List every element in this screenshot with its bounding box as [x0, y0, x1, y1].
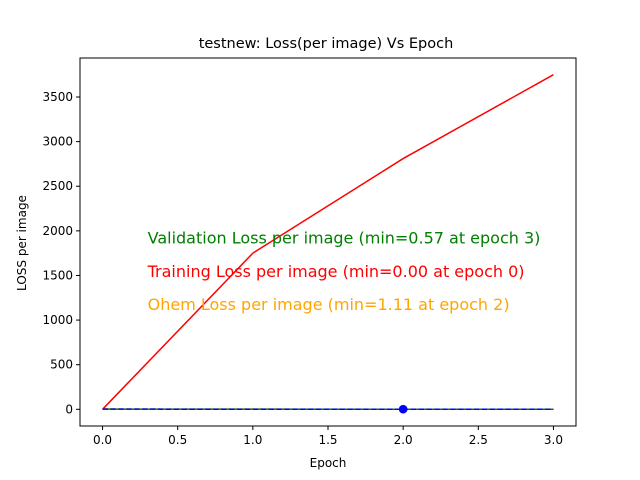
y-axis-title: LOSS per image: [15, 195, 29, 291]
x-tick-label: 2.0: [394, 433, 413, 447]
annotation-1: Training Loss per image (min=0.00 at epo…: [147, 262, 525, 281]
x-tick-label: 2.5: [469, 433, 488, 447]
series-marker-0: [398, 404, 408, 414]
annotation-0: Validation Loss per image (min=0.57 at e…: [148, 229, 541, 248]
x-tick-label: 1.5: [318, 433, 337, 447]
annotation-2: Ohem Loss per image (min=1.11 at epoch 2…: [148, 295, 510, 314]
y-tick-label: 2500: [42, 179, 73, 193]
y-tick-label: 3500: [42, 90, 73, 104]
x-tick-label: 1.0: [243, 433, 262, 447]
y-tick-label: 3000: [42, 135, 73, 149]
axes: 0.0 0.5 1.0 1.5 2.0 2.5 3.0 0 500 1000 1500 2000 250…: [42, 57, 577, 447]
y-tick-label: 2000: [42, 224, 73, 238]
plot-area: Validation Loss per image (min=0.57 at e…: [102, 74, 554, 414]
chart-title: testnew: Loss(per image) Vs Epoch: [199, 36, 454, 52]
x-axis-title: Epoch: [310, 456, 347, 470]
x-tick-label: 0.0: [93, 433, 112, 447]
x-tick-label: 3.0: [544, 433, 563, 447]
series-line-training: [102, 74, 554, 410]
y-tick-label: 0: [65, 402, 73, 416]
y-tick-label: 1000: [42, 313, 73, 327]
y-tick-label: 1500: [42, 268, 73, 282]
y-tick-label: 500: [50, 358, 73, 372]
x-tick-label: 0.5: [168, 433, 187, 447]
